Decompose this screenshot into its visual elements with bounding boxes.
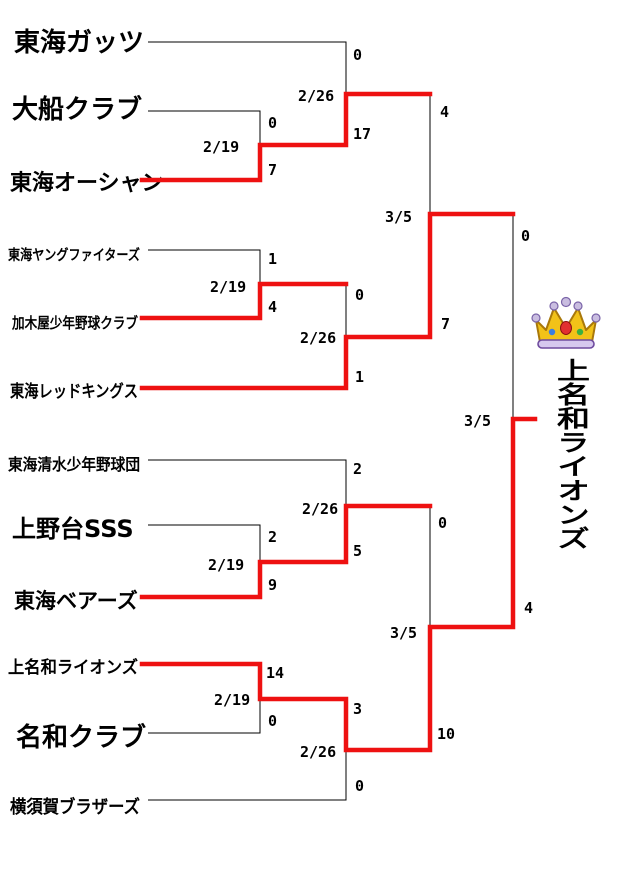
- team-label: 上野台SSS: [12, 515, 134, 543]
- match-date: 2/19: [210, 278, 246, 296]
- team-label: 加木屋少年野球クラブ: [11, 314, 138, 332]
- match-date: 2/19: [208, 556, 244, 574]
- team-label: 横須賀ブラザーズ: [10, 796, 140, 818]
- match-date: 2/26: [302, 500, 338, 518]
- score: 3: [353, 700, 362, 718]
- match-date: 2/26: [300, 329, 336, 347]
- match-date: 2/26: [298, 87, 334, 105]
- match-scores: 0 7 1 4 2 9 14 0 0 17 0 1 2 5 3 0 4 7 0 …: [266, 46, 533, 795]
- team-label: 上名和ライオンズ: [8, 657, 138, 678]
- match-date: 2/19: [203, 138, 239, 156]
- team-label: 東海レッドキングス: [10, 381, 138, 402]
- team-label: 大船クラブ: [12, 94, 142, 125]
- score: 9: [268, 576, 277, 594]
- winner-lines: [139, 91, 538, 753]
- score: 17: [353, 125, 371, 143]
- score: 0: [355, 286, 364, 304]
- team-label: 東海清水少年野球団: [8, 455, 140, 474]
- match-date: 3/5: [385, 208, 412, 226]
- match-date: 2/19: [214, 691, 250, 709]
- loser-lines: [148, 41, 514, 801]
- team-label: 東海ベアーズ: [14, 589, 138, 613]
- score: 2: [353, 460, 362, 478]
- score: 0: [438, 514, 447, 532]
- champion-name: 上名和ライオンズ: [552, 358, 591, 550]
- score: 0: [268, 712, 277, 730]
- score: 7: [268, 161, 277, 179]
- score: 14: [266, 664, 284, 682]
- team-label: 東海ガッツ: [14, 28, 144, 58]
- match-dates: 2/19 2/19 2/19 2/19 2/26 2/26 2/26 2/26 …: [203, 87, 491, 761]
- score: 4: [440, 103, 449, 121]
- score: 2: [268, 528, 277, 546]
- match-date: 3/5: [390, 624, 417, 642]
- score: 0: [355, 777, 364, 795]
- score: 4: [268, 298, 277, 316]
- crown-icon: [531, 296, 601, 349]
- team-label: 東海オーシャン: [10, 170, 164, 196]
- score: 0: [521, 227, 530, 245]
- score: 1: [355, 368, 364, 386]
- match-date: 2/26: [300, 743, 336, 761]
- score: 4: [524, 599, 533, 617]
- score: 10: [437, 725, 455, 743]
- team-label: 名和クラブ: [16, 722, 146, 753]
- team-label: 東海ヤングファイターズ: [8, 246, 140, 264]
- score: 5: [353, 542, 362, 560]
- score: 1: [268, 250, 277, 268]
- score: 0: [353, 46, 362, 64]
- score: 0: [268, 114, 277, 132]
- match-date: 3/5: [464, 412, 491, 430]
- score: 7: [441, 315, 450, 333]
